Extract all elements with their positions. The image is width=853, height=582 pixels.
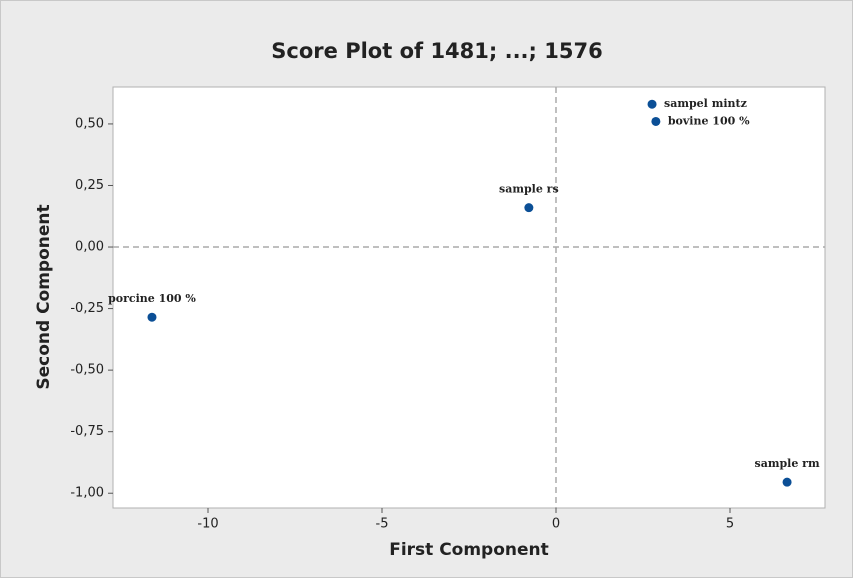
y-axis-label: Second Component bbox=[34, 204, 54, 389]
x-tick-label: 0 bbox=[552, 517, 560, 532]
point-label: sampel mintz bbox=[664, 97, 747, 110]
y-tick-label: -0,50 bbox=[70, 363, 104, 378]
point bbox=[524, 203, 534, 213]
y-tick-label: -0,75 bbox=[70, 424, 104, 439]
point bbox=[147, 312, 157, 322]
x-tick-label: 5 bbox=[726, 517, 734, 532]
plot-area bbox=[112, 86, 826, 509]
y-tick-label: 0,25 bbox=[75, 178, 104, 193]
y-tick-label: -0,25 bbox=[70, 301, 104, 316]
point-label: porcine 100 % bbox=[108, 292, 196, 305]
point bbox=[782, 477, 792, 487]
chart-title: Score Plot of 1481; ...; 1576 bbox=[271, 39, 602, 63]
point-label: bovine 100 % bbox=[668, 114, 750, 127]
x-axis-label: First Component bbox=[389, 540, 549, 560]
y-tick-label: -1,00 bbox=[70, 486, 104, 501]
point bbox=[651, 116, 661, 126]
point bbox=[647, 99, 657, 109]
y-tick-label: 0,00 bbox=[75, 240, 104, 255]
x-tick-label: -10 bbox=[197, 517, 218, 532]
y-tick-label: 0,50 bbox=[75, 116, 104, 131]
x-tick-label: -5 bbox=[376, 517, 389, 532]
point-label: sample rm bbox=[755, 457, 820, 470]
point-label: sample rs bbox=[499, 183, 559, 196]
